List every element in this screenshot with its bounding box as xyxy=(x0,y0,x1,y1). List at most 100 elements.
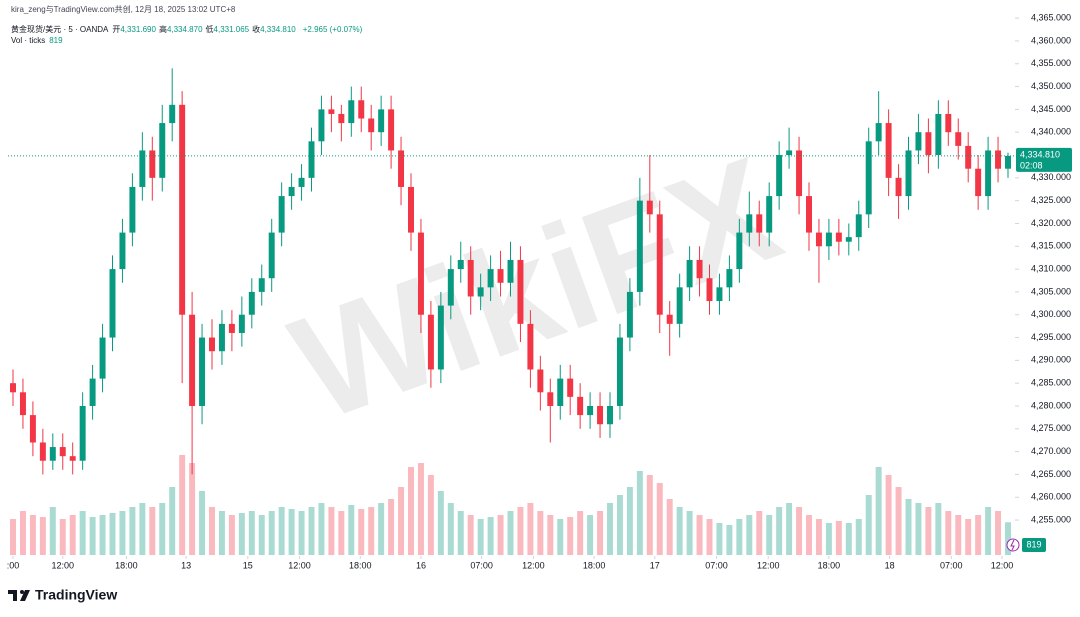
candle-body xyxy=(149,150,156,178)
y-tick-label: 4,285.000 xyxy=(1031,378,1071,388)
volume-bar xyxy=(228,515,235,555)
volume-bar xyxy=(388,499,395,555)
volume-bar xyxy=(915,503,922,555)
candle-body xyxy=(39,442,46,461)
logo-text[interactable]: TradingView xyxy=(35,587,117,603)
volume-bar xyxy=(716,523,723,555)
candle-body xyxy=(348,100,355,124)
candle-body xyxy=(79,405,86,461)
candle-body xyxy=(626,291,633,338)
candle-body xyxy=(577,396,584,416)
volume-bar xyxy=(587,515,594,555)
candle-body xyxy=(885,123,892,178)
volume-bar xyxy=(159,503,166,555)
candle-body xyxy=(686,259,693,288)
volume-bar xyxy=(169,487,176,555)
last-price-badge xyxy=(1016,147,1072,172)
candle-body xyxy=(99,337,106,379)
last-price-label: 4,334.810 xyxy=(1020,149,1060,159)
volume-bar xyxy=(965,519,972,555)
candle-body xyxy=(905,150,912,197)
ohlc-label: 高 xyxy=(158,25,167,34)
volume-bar xyxy=(945,511,952,555)
candle-body xyxy=(507,259,514,283)
candle-body xyxy=(985,150,992,197)
volume-badge xyxy=(1022,538,1046,552)
volume-bar xyxy=(786,503,793,555)
candle-body xyxy=(29,415,36,443)
candle-body xyxy=(258,278,265,292)
volume-bar xyxy=(209,507,215,555)
candle-body xyxy=(328,109,335,114)
ohlc: 开4,331.690 高4,334.870 低4,331.065 收4,334.810 xyxy=(112,25,298,34)
volume-bar xyxy=(905,499,912,555)
volume-bar xyxy=(49,507,56,555)
volume-bar xyxy=(328,507,335,555)
candle-body xyxy=(49,447,56,461)
candle-body xyxy=(796,150,803,197)
candle-body xyxy=(766,196,773,233)
y-tick-label: 4,260.000 xyxy=(1031,492,1071,502)
candle-body xyxy=(228,323,235,333)
x-tick-label: 07:00 xyxy=(940,560,963,570)
volume-bar xyxy=(776,507,783,555)
volume-bar xyxy=(457,511,464,555)
candle-body xyxy=(955,132,962,146)
volume-bar xyxy=(408,467,414,555)
volume-bar xyxy=(517,507,524,555)
candle-body xyxy=(497,269,504,283)
candle-body xyxy=(69,456,76,461)
candle-body xyxy=(487,269,494,288)
y-tick-label: 4,330.000 xyxy=(1031,172,1071,182)
candle-body xyxy=(189,314,196,406)
candle-body xyxy=(19,392,26,416)
volume-bar xyxy=(736,519,743,555)
volume-bar xyxy=(308,507,315,555)
volume-bar xyxy=(865,495,872,555)
volume-bar xyxy=(398,487,405,555)
candle-body xyxy=(945,113,952,133)
volume-bar xyxy=(527,503,534,555)
y-tick-label: 4,265.000 xyxy=(1031,469,1071,479)
countdown: 02:08 xyxy=(1020,160,1043,170)
candle-body xyxy=(1005,155,1011,169)
x-tick-label: 17 xyxy=(650,560,660,570)
candle-body xyxy=(298,177,305,187)
volume-bar xyxy=(766,515,773,555)
volume-bar xyxy=(119,511,126,555)
volume-bar xyxy=(955,515,962,555)
candle-body xyxy=(925,132,932,156)
candle-body xyxy=(378,109,385,133)
volume-bar xyxy=(815,519,822,555)
volume-bar xyxy=(298,511,305,555)
volume-bar xyxy=(1005,522,1011,555)
candle-body xyxy=(139,150,146,187)
x-tick-label: 12:00 xyxy=(51,560,74,570)
volume-bar xyxy=(149,507,156,555)
y-tick-label: 4,305.000 xyxy=(1031,286,1071,296)
volume-bar xyxy=(597,511,604,555)
volume-bar xyxy=(577,511,584,555)
volume-bar xyxy=(69,515,76,555)
ohlc-label: 开 xyxy=(112,25,121,34)
candle-body xyxy=(706,278,713,302)
volume-bar xyxy=(547,515,554,555)
volume-icon xyxy=(1006,538,1020,552)
candle-body xyxy=(408,186,414,233)
tradingview-logo: TradingView xyxy=(8,587,117,603)
volume-bar xyxy=(59,519,66,555)
candle-body xyxy=(865,141,872,215)
volume-bar xyxy=(139,503,146,555)
candle-body xyxy=(815,232,822,247)
candle-body xyxy=(806,196,812,233)
volume-bar xyxy=(129,507,136,555)
x-tick-label: 18:00 xyxy=(818,560,841,570)
candle-body xyxy=(825,232,832,247)
y-tick-label: 4,320.000 xyxy=(1031,218,1071,228)
volume-bar xyxy=(507,511,514,555)
volume-bar xyxy=(467,515,474,555)
x-tick-label: 18:00 xyxy=(349,560,372,570)
candle-body xyxy=(965,145,972,169)
